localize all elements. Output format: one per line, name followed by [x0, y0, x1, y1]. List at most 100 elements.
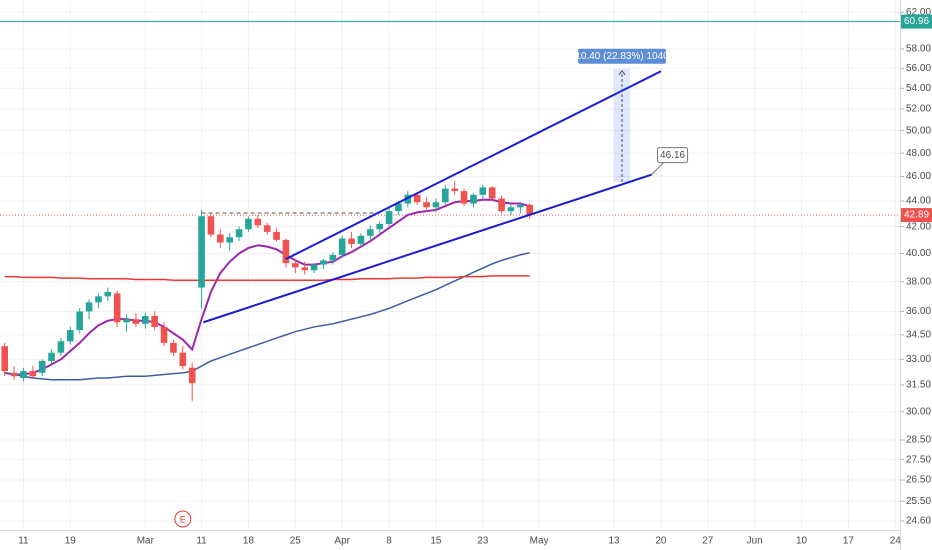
candle-body [57, 341, 65, 353]
x-tick-label: 15 [430, 536, 442, 547]
y-tick-label: 54.00 [906, 83, 931, 94]
candle-body [348, 238, 355, 244]
candle-body [20, 371, 27, 378]
candle-body [310, 264, 318, 271]
candle-body [320, 260, 327, 265]
candle-body [517, 204, 524, 208]
x-tick-label: 10 [796, 536, 808, 547]
x-tick-label: 25 [290, 536, 302, 547]
candle-body [188, 367, 196, 384]
candle-body [338, 238, 346, 255]
candle-body [151, 316, 158, 327]
candle-body [198, 216, 205, 288]
y-tick-label: 36.00 [906, 306, 931, 317]
y-tick-label: 38.00 [906, 276, 931, 287]
candle-body [142, 316, 149, 324]
x-tick-label: 24 [890, 536, 902, 547]
candle-body [263, 225, 271, 232]
candle-body [207, 216, 215, 235]
y-tick-label: 28.50 [906, 435, 931, 446]
candle-body [48, 352, 55, 361]
y-tick-label: 52.00 [906, 104, 931, 115]
candle-body [367, 229, 374, 236]
candle-body [460, 191, 468, 204]
measure-label: 10.40 (22.83%) 1040 [575, 51, 669, 62]
x-tick-label: 19 [65, 536, 77, 547]
candle-body [498, 198, 505, 212]
candle-body [132, 319, 140, 324]
candle-body [113, 293, 121, 323]
candle-body [404, 194, 412, 204]
candle-body [254, 218, 262, 226]
y-tick-label: 48.00 [906, 148, 931, 159]
candle-body [104, 291, 112, 297]
moving-average [4, 198, 530, 376]
trend-line [203, 173, 652, 324]
y-tick-label: 31.50 [906, 380, 931, 391]
event-label: E [180, 514, 186, 524]
candle-body [329, 254, 337, 261]
candle-body [479, 187, 487, 195]
candle-body [10, 372, 18, 377]
y-tick-label: 27.50 [906, 454, 931, 465]
y-tick-label: 33.00 [906, 354, 931, 365]
x-tick-label: 17 [843, 536, 855, 547]
candle-body [160, 326, 168, 343]
y-tick-label: 56.00 [906, 63, 931, 74]
price-label-box [901, 14, 932, 29]
x-tick-label: 18 [243, 536, 255, 547]
price-label: 42.89 [904, 210, 929, 221]
y-tick-label: 40.00 [906, 248, 931, 259]
x-tick-label: 20 [655, 536, 667, 547]
x-tick-label: 8 [386, 536, 392, 547]
candle-body [470, 194, 477, 204]
moving-average [4, 275, 530, 281]
candle-body [357, 235, 365, 244]
candle-body [488, 187, 496, 199]
candle-body [292, 263, 299, 268]
candle-body [273, 231, 280, 240]
price-label-box [901, 208, 932, 223]
candle-body [442, 188, 449, 203]
measure-label-box [578, 48, 667, 64]
x-tick-label: 11 [196, 536, 207, 547]
x-tick-label: Mar [137, 536, 155, 547]
y-tick-label: 62.00 [906, 7, 931, 18]
candle-body [1, 346, 8, 372]
candle-body [76, 311, 83, 331]
moving-average [4, 252, 530, 381]
x-tick-label: 23 [477, 536, 489, 547]
candle-body [301, 267, 308, 271]
y-tick-label: 25.50 [906, 496, 931, 507]
candle-body [282, 239, 290, 264]
y-tick-label: 26.50 [906, 475, 931, 486]
candle-body [376, 223, 383, 230]
y-tick-label: 50.00 [906, 125, 931, 136]
candle-body [67, 330, 74, 342]
callout-label: 46.16 [660, 150, 685, 161]
x-tick-label: 13 [609, 536, 621, 547]
candle-body [123, 319, 130, 323]
y-tick-label: 46.00 [906, 171, 931, 182]
candle-body [395, 203, 402, 212]
candle-body [29, 371, 37, 377]
callout-leader [651, 162, 664, 175]
candle-body [235, 229, 243, 238]
x-tick-label: 27 [702, 536, 714, 547]
x-tick-label: May [530, 536, 549, 547]
y-tick-label: 34.50 [906, 330, 931, 341]
candle-body [179, 352, 187, 367]
candle-body [226, 237, 233, 243]
measure-arrow-head [618, 69, 626, 76]
candle-body [85, 302, 93, 312]
candle-body [217, 234, 224, 243]
candle-body [413, 194, 421, 203]
candle-body [507, 207, 515, 212]
x-tick-label: Jun [747, 536, 763, 547]
event-marker [174, 510, 192, 528]
candle-body [385, 211, 393, 224]
x-tick-label: Apr [334, 536, 350, 547]
candle-body [245, 218, 252, 230]
y-tick-label: 24.60 [906, 516, 931, 527]
